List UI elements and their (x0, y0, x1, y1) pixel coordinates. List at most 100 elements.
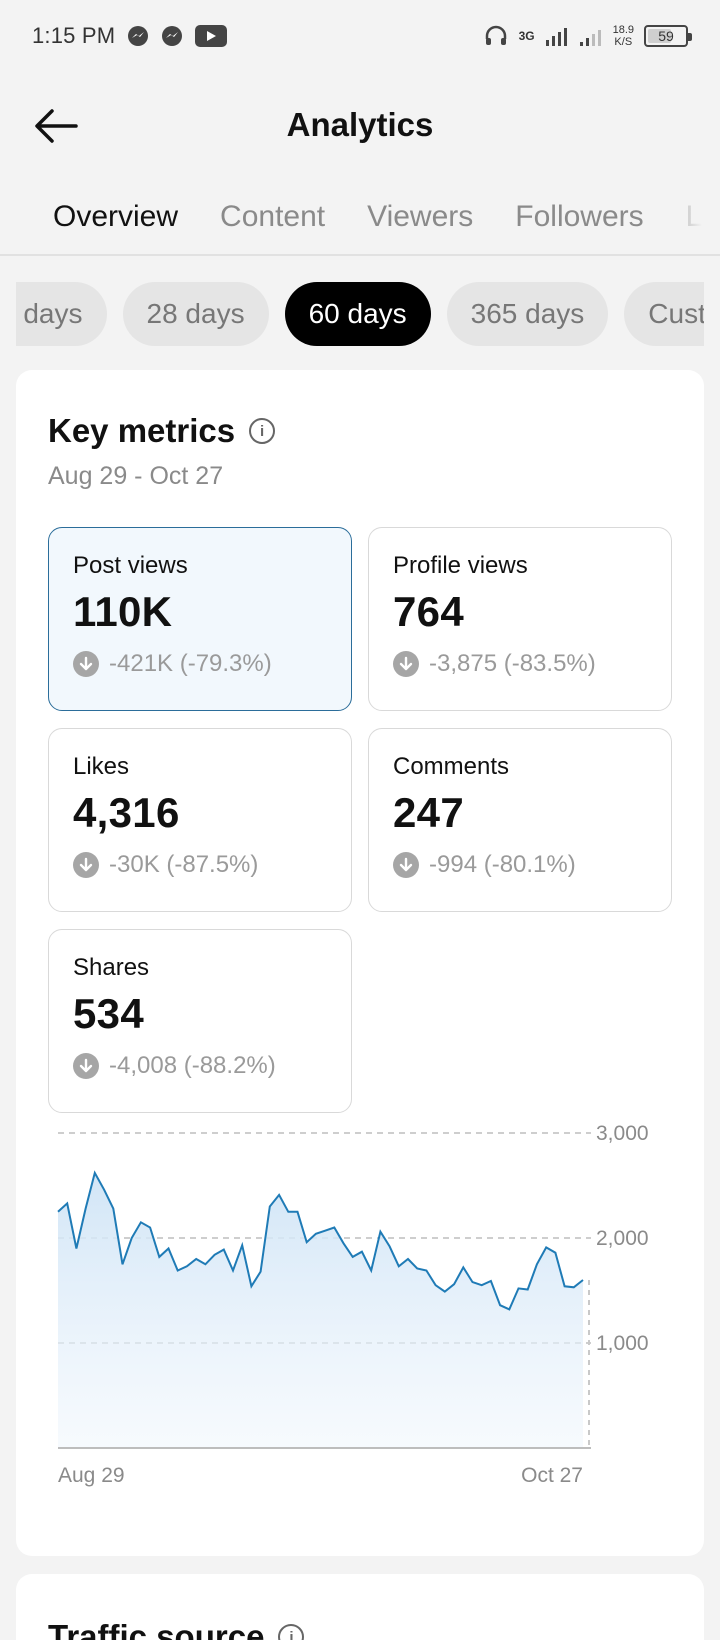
chart-area (58, 1172, 583, 1448)
metric-post-views[interactable]: Post views 110K -421K (-79.3%) (48, 527, 352, 711)
headset-icon (485, 25, 506, 45)
metric-shares[interactable]: Shares 534 -4,008 (-88.2%) (48, 929, 352, 1113)
data-point (361, 1251, 363, 1253)
data-point (481, 1284, 483, 1286)
post-views-chart: 3,000 2,000 1,000 Aug 29 Oct 27 (57, 1125, 649, 1487)
metric-label: Profile views (393, 552, 528, 579)
metric-change: -4,008 (-88.2%) (73, 1052, 327, 1080)
net-speed: 18.9 K/S (613, 24, 634, 48)
data-point (140, 1221, 142, 1223)
tab-overview[interactable]: Overview (32, 180, 199, 254)
metric-value: 247 (393, 789, 464, 836)
arrow-down-icon (73, 651, 99, 677)
data-point (195, 1258, 197, 1260)
info-icon[interactable]: i (278, 1624, 305, 1640)
key-metrics-header: Key metrics i (48, 412, 276, 450)
metric-label: Shares (73, 954, 150, 981)
data-point (333, 1227, 335, 1229)
data-point (582, 1279, 584, 1281)
signal-icon (545, 28, 567, 46)
data-point (444, 1291, 446, 1293)
tabs-fade (660, 180, 720, 254)
page-title: Analytics (286, 106, 434, 143)
notification-icons (127, 25, 228, 47)
metric-change-text: -421K (-79.3%) (109, 650, 272, 677)
metric-change: -3,875 (-83.5%) (393, 650, 647, 678)
chip-365-days[interactable]: 365 days (446, 282, 609, 346)
x-axis-start-label: Aug 29 (58, 1464, 125, 1487)
metric-change: -30K (-87.5%) (73, 851, 327, 879)
metric-value: 110K (73, 588, 173, 635)
data-point (398, 1265, 400, 1267)
tab-bar: Overview Content Viewers Followers L (0, 180, 720, 256)
key-metrics-title: Key metrics (48, 412, 236, 449)
chip-60-days[interactable]: 60 days (284, 282, 431, 346)
data-point (425, 1270, 427, 1272)
chip-custom[interactable]: Custom (624, 282, 704, 346)
date-range-chips: 7 days 28 days 60 days 365 days Custom (16, 282, 704, 346)
tab-viewers[interactable]: Viewers (367, 200, 474, 233)
traffic-source-header: Traffic source i (48, 1618, 305, 1640)
data-point (536, 1263, 538, 1265)
net-speed-unit: K/S (614, 36, 633, 48)
data-point (57, 1211, 59, 1213)
data-point (499, 1304, 501, 1306)
net-speed-value: 18.9 (612, 24, 634, 36)
metric-comments[interactable]: Comments 247 -994 (-80.1%) (368, 728, 672, 912)
data-point (287, 1211, 289, 1213)
data-point (121, 1263, 123, 1265)
data-point (223, 1249, 225, 1251)
tab-content[interactable]: Content (220, 200, 326, 233)
status-right: 3G 18.9 K/S 59 (483, 23, 692, 49)
data-point (389, 1245, 391, 1247)
back-button[interactable] (28, 98, 84, 154)
info-icon[interactable]: i (249, 418, 276, 444)
data-point (554, 1252, 556, 1254)
metric-profile-views[interactable]: Profile views 764 -3,875 (-83.5%) (368, 527, 672, 711)
x-axis-end-label: Oct 27 (521, 1464, 583, 1487)
data-point (490, 1280, 492, 1282)
data-point (103, 1189, 105, 1191)
data-point (214, 1254, 216, 1256)
data-point (352, 1256, 354, 1258)
chart-line (57, 1170, 584, 1311)
data-point (168, 1248, 170, 1250)
data-point (250, 1285, 252, 1287)
y-tick-label: 3,000 (596, 1125, 649, 1145)
metric-value: 534 (73, 990, 144, 1037)
messenger-icon (162, 26, 183, 46)
metric-change-text: -30K (-87.5%) (109, 851, 259, 878)
data-point (508, 1308, 510, 1310)
metric-value: 764 (393, 588, 464, 635)
data-point (158, 1256, 160, 1258)
data-point (453, 1283, 455, 1285)
signal-icon (579, 30, 601, 46)
metric-change: -421K (-79.3%) (73, 650, 327, 678)
chip-7-days[interactable]: 7 days (16, 282, 107, 346)
youtube-icon (195, 25, 228, 47)
data-point (204, 1263, 206, 1265)
messenger-icon (128, 26, 149, 46)
metric-likes[interactable]: Likes 4,316 -30K (-87.5%) (48, 728, 352, 912)
data-point (94, 1172, 96, 1174)
metric-value: 4,316 (73, 789, 180, 836)
tab-followers[interactable]: Followers (515, 200, 644, 233)
battery-icon: 59 (644, 25, 692, 47)
traffic-source-title: Traffic source (48, 1618, 265, 1640)
key-metrics-date-range: Aug 29 - Oct 27 (48, 462, 224, 490)
y-tick-label: 1,000 (596, 1332, 649, 1355)
app-header: Analytics (0, 80, 720, 170)
data-point (407, 1258, 409, 1260)
arrow-left-icon (35, 109, 78, 143)
data-point (370, 1270, 372, 1272)
data-point (564, 1285, 566, 1287)
data-point (177, 1270, 179, 1272)
network-type: 3G (518, 29, 535, 43)
metric-change-text: -4,008 (-88.2%) (109, 1052, 276, 1079)
chip-28-days[interactable]: 28 days (122, 282, 269, 346)
data-point (241, 1244, 243, 1246)
arrow-down-icon (393, 651, 419, 677)
data-point (296, 1211, 298, 1213)
data-point (269, 1206, 271, 1208)
battery-level: 59 (658, 28, 674, 44)
